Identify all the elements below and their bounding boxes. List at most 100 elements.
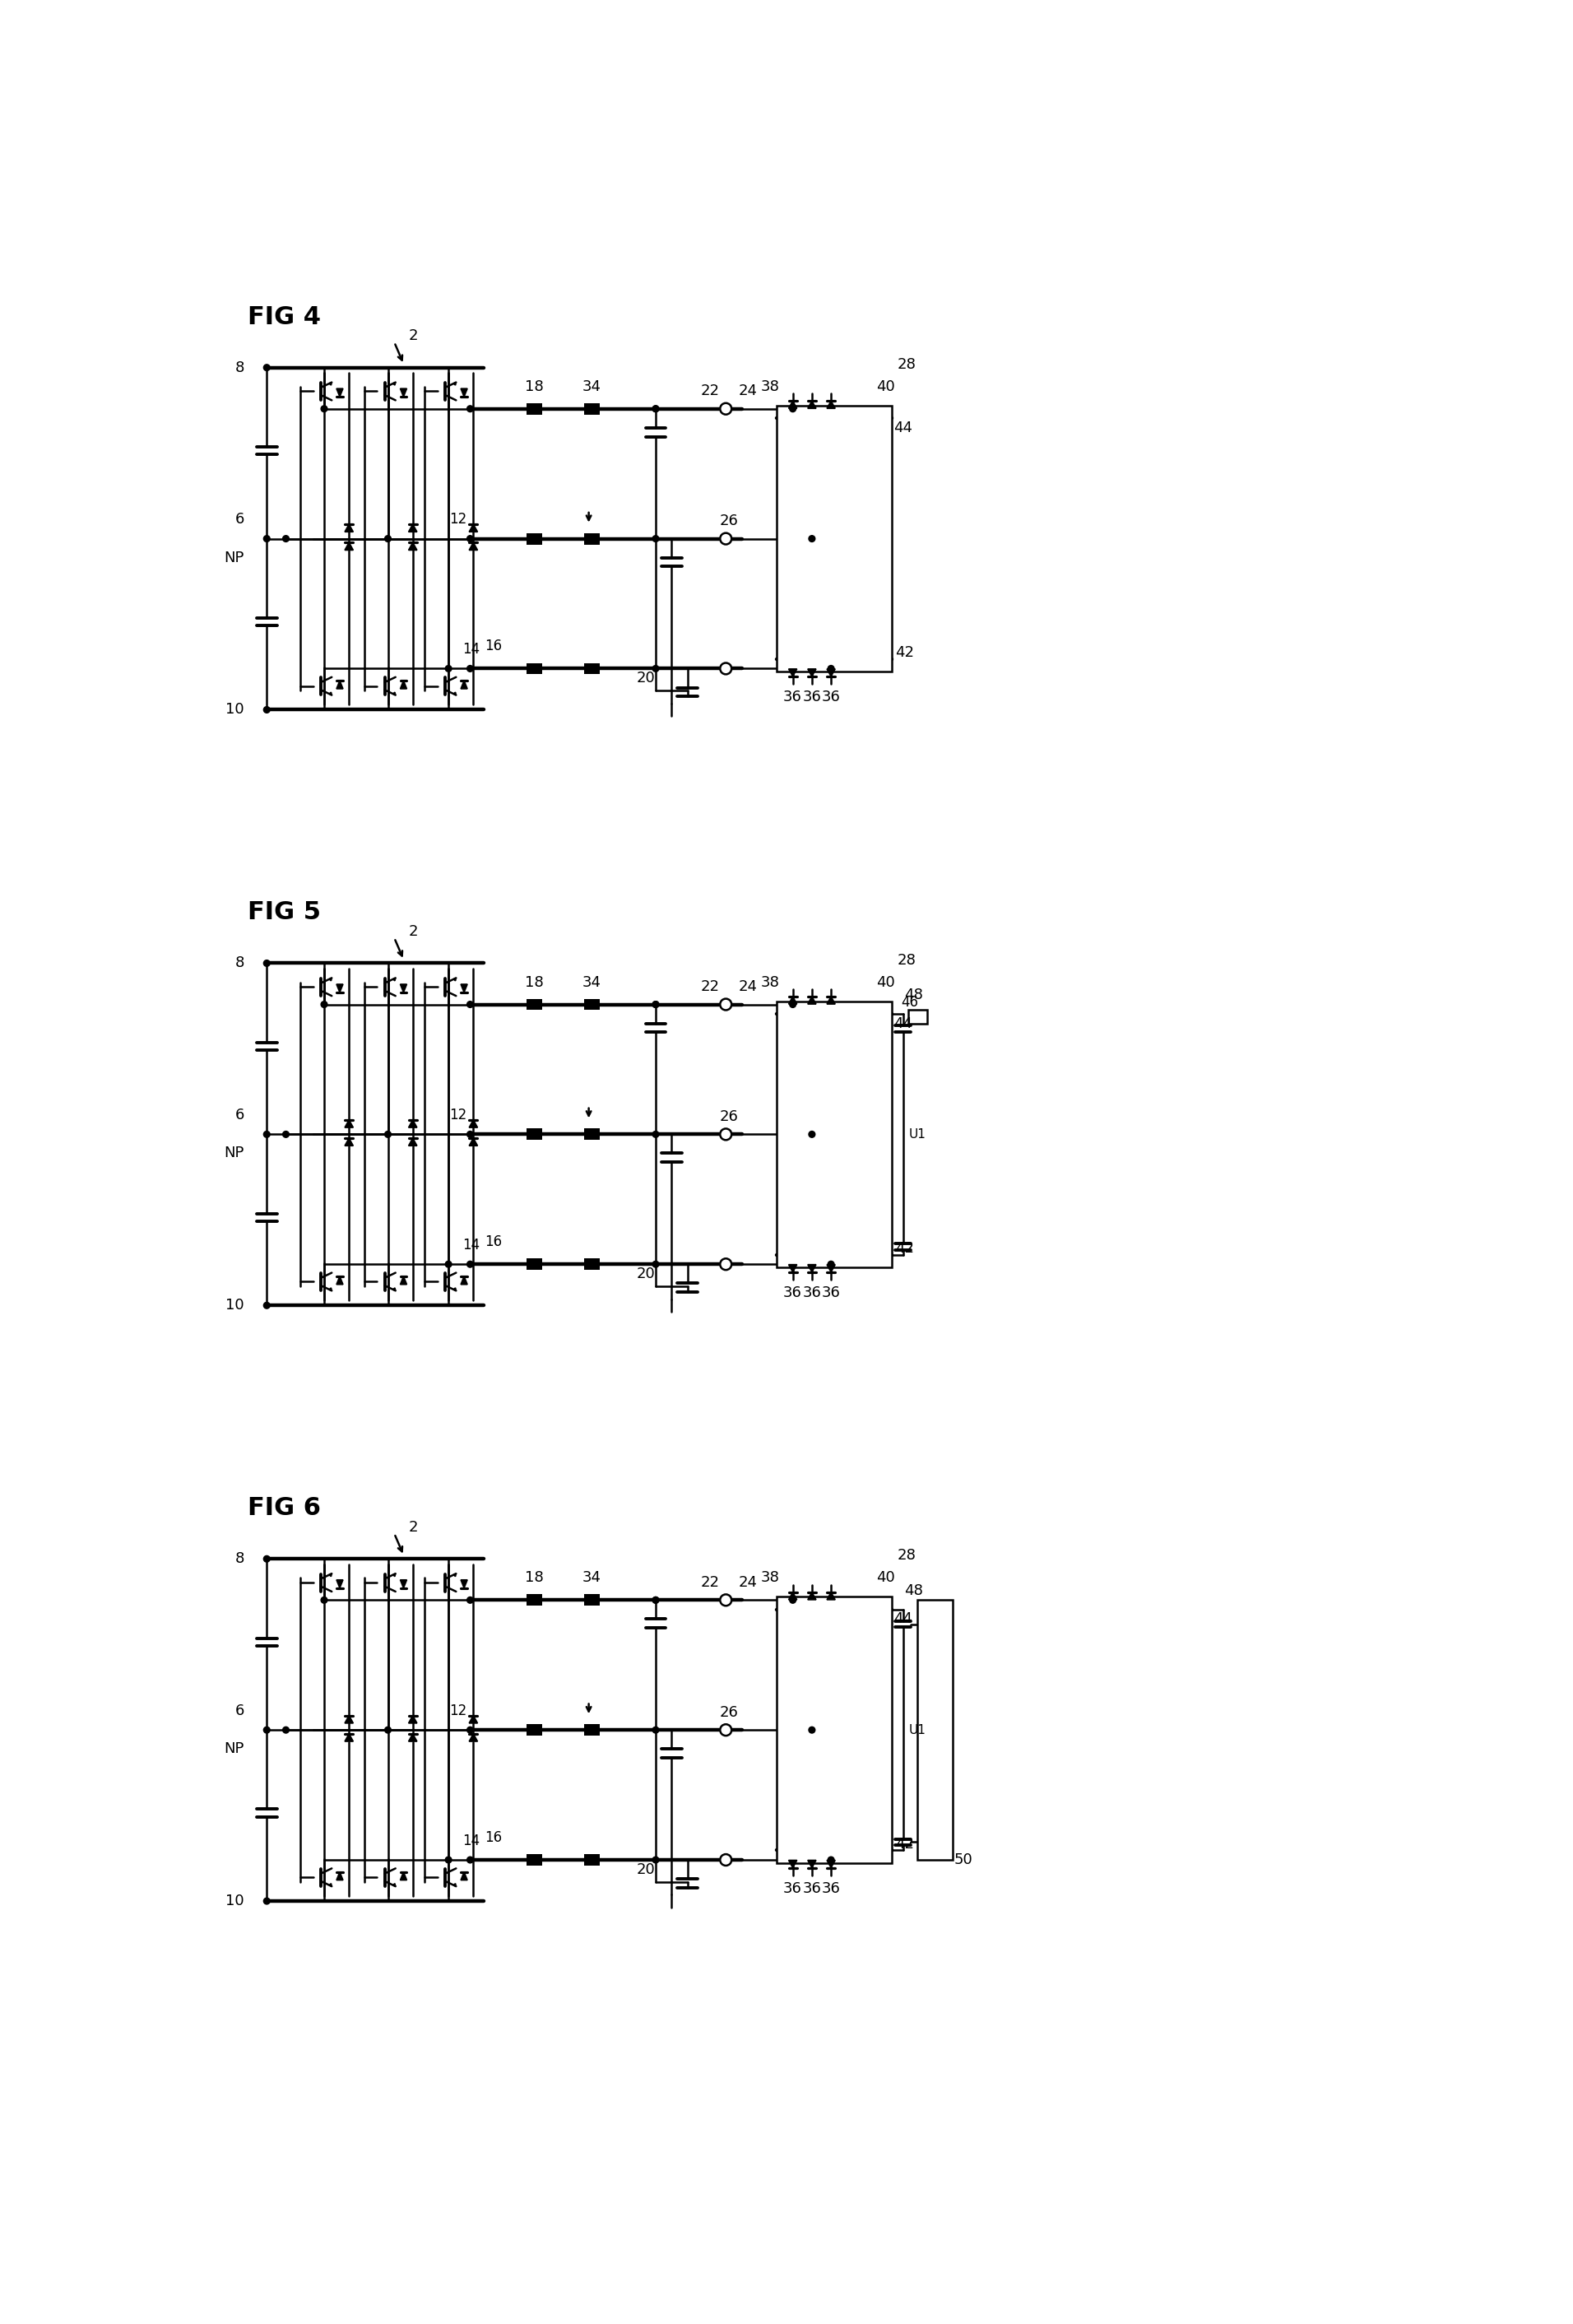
Polygon shape <box>344 1715 354 1722</box>
Text: NP: NP <box>225 551 244 565</box>
Bar <box>777 407 892 672</box>
Circle shape <box>264 1899 271 1903</box>
Circle shape <box>532 407 538 411</box>
Text: 44: 44 <box>893 1611 912 1627</box>
Bar <box>527 532 543 544</box>
Text: 22: 22 <box>700 383 719 397</box>
Text: 34: 34 <box>582 1571 601 1585</box>
Polygon shape <box>788 402 798 409</box>
Text: 12: 12 <box>450 511 467 528</box>
Polygon shape <box>409 1734 417 1741</box>
Polygon shape <box>409 541 417 551</box>
Polygon shape <box>809 997 816 1004</box>
Text: 8: 8 <box>234 360 244 374</box>
Text: 34: 34 <box>582 974 601 990</box>
Polygon shape <box>469 1120 478 1127</box>
Circle shape <box>809 535 815 541</box>
Circle shape <box>653 1727 659 1734</box>
Text: 44: 44 <box>893 421 912 435</box>
Circle shape <box>588 1597 595 1604</box>
Circle shape <box>385 1727 392 1734</box>
Polygon shape <box>337 1873 343 1880</box>
Text: 14: 14 <box>462 1239 480 1253</box>
Text: 42: 42 <box>895 1241 914 1255</box>
Text: 14: 14 <box>462 1834 480 1848</box>
Circle shape <box>653 1857 659 1864</box>
Bar <box>527 1129 543 1141</box>
Text: 26: 26 <box>719 1109 738 1125</box>
Circle shape <box>720 999 731 1011</box>
Text: 34: 34 <box>582 379 601 395</box>
Polygon shape <box>400 1873 407 1880</box>
Text: 38: 38 <box>761 1571 780 1585</box>
Circle shape <box>467 1002 473 1009</box>
Polygon shape <box>453 1287 456 1290</box>
Polygon shape <box>337 681 343 688</box>
Text: 6: 6 <box>234 511 244 528</box>
Circle shape <box>264 1132 271 1136</box>
Polygon shape <box>409 525 417 532</box>
Circle shape <box>467 1597 473 1604</box>
Circle shape <box>321 407 327 411</box>
Text: 40: 40 <box>876 379 895 395</box>
Bar <box>527 1260 543 1269</box>
Bar <box>908 1011 928 1025</box>
Text: 28: 28 <box>897 1548 915 1564</box>
Text: 18: 18 <box>525 974 544 990</box>
Circle shape <box>467 1857 473 1864</box>
Bar <box>527 999 543 1011</box>
Polygon shape <box>400 1276 407 1285</box>
Text: 24: 24 <box>739 1576 758 1590</box>
Text: NP: NP <box>225 1146 244 1160</box>
Polygon shape <box>788 997 798 1004</box>
Circle shape <box>264 960 271 967</box>
Bar <box>584 402 599 414</box>
Polygon shape <box>469 1715 478 1722</box>
Text: 48: 48 <box>904 1583 923 1599</box>
Polygon shape <box>469 525 478 532</box>
Text: U1: U1 <box>909 1127 925 1141</box>
Circle shape <box>653 1262 659 1267</box>
Polygon shape <box>453 978 456 981</box>
Polygon shape <box>827 1592 835 1599</box>
Polygon shape <box>409 1120 417 1127</box>
Circle shape <box>653 407 659 411</box>
Text: 24: 24 <box>739 383 758 397</box>
Circle shape <box>809 1727 815 1734</box>
Circle shape <box>653 407 659 411</box>
Text: 24: 24 <box>739 978 758 995</box>
Polygon shape <box>400 985 407 992</box>
Text: 46: 46 <box>901 995 919 1011</box>
Bar <box>584 1855 599 1866</box>
Text: 42: 42 <box>895 646 914 660</box>
Polygon shape <box>344 541 354 551</box>
Polygon shape <box>461 681 467 688</box>
Circle shape <box>720 1129 731 1141</box>
Text: 16: 16 <box>484 1831 502 1845</box>
Text: 36: 36 <box>821 1880 840 1896</box>
Text: 38: 38 <box>761 974 780 990</box>
Bar <box>777 1597 892 1864</box>
Circle shape <box>827 665 834 672</box>
Polygon shape <box>827 669 835 676</box>
Circle shape <box>720 1855 731 1866</box>
Polygon shape <box>809 1592 816 1599</box>
Circle shape <box>790 1002 796 1009</box>
Circle shape <box>445 665 451 672</box>
Text: NP: NP <box>225 1741 244 1757</box>
Text: 44: 44 <box>893 1016 912 1032</box>
Polygon shape <box>453 1573 456 1576</box>
Text: 26: 26 <box>719 1706 738 1720</box>
Polygon shape <box>393 1287 395 1290</box>
Polygon shape <box>469 1139 478 1146</box>
Polygon shape <box>337 388 343 397</box>
Circle shape <box>720 1724 731 1736</box>
Circle shape <box>264 365 271 372</box>
Polygon shape <box>337 985 343 992</box>
Circle shape <box>264 706 271 713</box>
Circle shape <box>790 1597 796 1604</box>
Bar <box>527 662 543 674</box>
Circle shape <box>532 1002 538 1009</box>
Text: 40: 40 <box>876 1571 895 1585</box>
Polygon shape <box>788 1859 798 1868</box>
